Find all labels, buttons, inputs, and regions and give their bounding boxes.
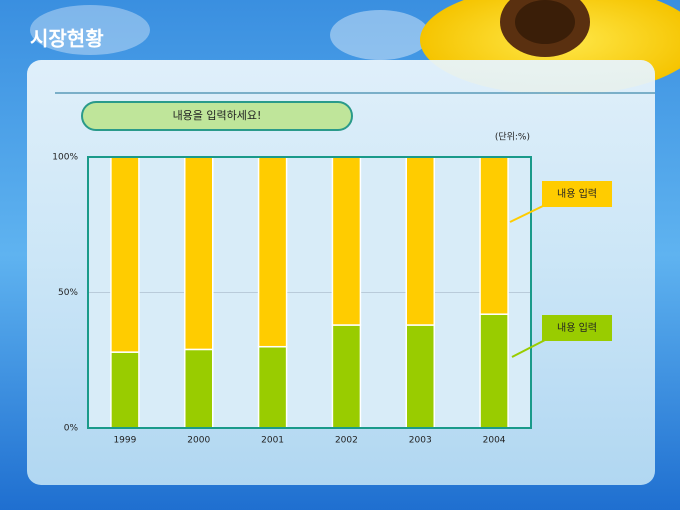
- bar-segment: [405, 324, 435, 429]
- callout-pointer: [509, 204, 546, 223]
- callout-box: [542, 315, 612, 341]
- legend-label: 내용 입력: [557, 321, 597, 334]
- callout-pointer: [511, 339, 546, 358]
- bar-segment: [110, 156, 140, 353]
- x-tick-label: 2002: [335, 436, 358, 446]
- unit-note: (단위:%): [495, 132, 530, 143]
- x-tick-label: 2003: [409, 436, 432, 446]
- bar-segment: [257, 156, 288, 348]
- x-tick-label: 2000: [187, 436, 210, 446]
- bar-segment: [331, 156, 362, 326]
- bar-segment: [184, 348, 214, 429]
- cloud: [30, 5, 150, 55]
- page-title: 시장현황: [30, 27, 104, 51]
- callout-box: [542, 181, 612, 207]
- x-tick-label: 2004: [483, 436, 506, 446]
- subtitle-box: [81, 101, 353, 131]
- bar-segment: [405, 156, 435, 326]
- legend-label: 내용 입력: [557, 187, 597, 200]
- y-tick-label: 100%: [52, 153, 78, 163]
- cloud: [330, 10, 430, 60]
- bar-segment: [331, 324, 362, 429]
- subtitle: 내용을 입력하세요!: [173, 108, 262, 122]
- y-tick-label: 50%: [58, 288, 78, 298]
- bar-segment: [479, 156, 509, 315]
- x-tick-label: 2001: [261, 436, 284, 446]
- bar-segment: [257, 345, 288, 429]
- y-tick-label: 0%: [64, 424, 79, 434]
- bar-segment: [110, 351, 140, 429]
- plot-border: [87, 156, 532, 429]
- bar-segment: [184, 156, 214, 351]
- bar-segment: [479, 313, 509, 429]
- x-tick-label: 1999: [113, 436, 136, 446]
